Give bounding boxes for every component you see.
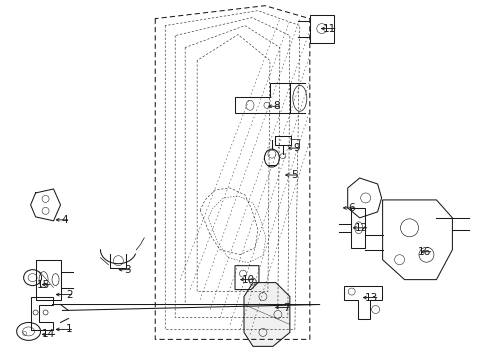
Text: 5: 5 (291, 170, 297, 180)
Text: 6: 6 (347, 203, 354, 213)
Text: 15: 15 (37, 280, 50, 289)
Text: 9: 9 (293, 143, 299, 153)
Polygon shape (244, 283, 289, 346)
Text: 8: 8 (273, 101, 279, 111)
Text: 2: 2 (66, 289, 72, 300)
Text: 7: 7 (283, 302, 289, 312)
Text: 13: 13 (364, 293, 377, 302)
Text: 4: 4 (62, 215, 68, 225)
Text: 16: 16 (417, 247, 430, 257)
Text: 1: 1 (66, 324, 72, 334)
Text: 14: 14 (42, 329, 56, 339)
Text: 11: 11 (322, 24, 335, 33)
Text: 10: 10 (242, 275, 254, 285)
Text: 3: 3 (123, 265, 130, 275)
Text: 12: 12 (354, 223, 367, 233)
